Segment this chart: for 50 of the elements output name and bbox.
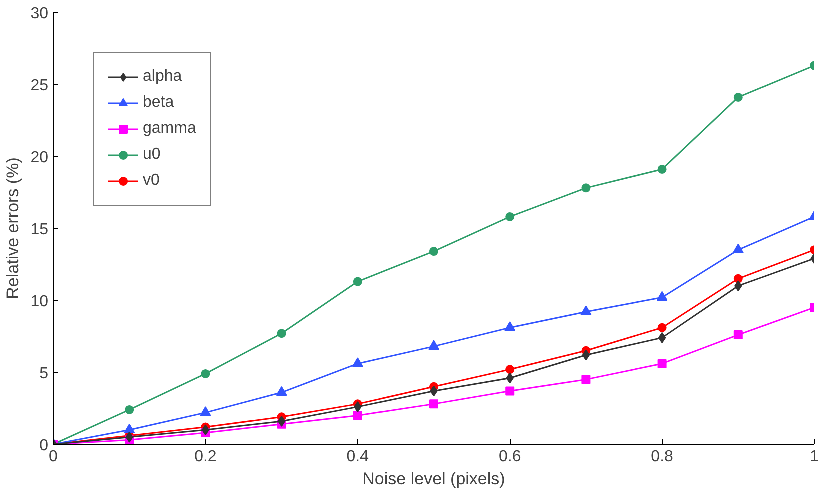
point	[276, 386, 288, 396]
point	[582, 375, 591, 384]
point	[580, 306, 592, 316]
y-tick-label: 5	[40, 366, 49, 382]
y-tick-label: 30	[30, 6, 49, 22]
point	[506, 212, 515, 222]
point	[201, 369, 210, 378]
x-axis-title: Noise level (pixels)	[362, 470, 506, 488]
point	[277, 329, 286, 338]
legend-label: alpha	[143, 68, 182, 86]
point	[504, 322, 516, 332]
legend-label: u0	[143, 146, 162, 164]
legend-label: v0	[143, 172, 161, 190]
x-tick-label: 0.8	[651, 448, 674, 466]
point	[734, 92, 743, 102]
point	[506, 365, 515, 374]
point	[125, 405, 134, 414]
y-tick-label: 20	[30, 150, 49, 166]
point	[353, 277, 362, 286]
point	[658, 323, 667, 332]
point	[428, 340, 440, 350]
point	[352, 358, 364, 368]
point	[506, 386, 515, 396]
point	[430, 400, 438, 409]
y-tick-label: 10	[30, 294, 49, 310]
point	[658, 359, 667, 368]
point	[734, 330, 743, 340]
y-tick-label: 25	[30, 78, 49, 94]
point	[734, 274, 743, 284]
legend-label: gamma	[143, 120, 196, 138]
y-tick-label: 15	[30, 222, 49, 238]
point	[582, 350, 590, 361]
x-tick-label: 0.6	[498, 448, 522, 466]
point	[582, 184, 591, 193]
x-tick-label: 0.4	[346, 448, 370, 466]
x-tick-label: 1	[810, 448, 820, 466]
y-axis-title: Relative errors (%)	[4, 158, 23, 300]
point	[658, 164, 667, 174]
point	[124, 424, 136, 434]
point	[656, 291, 668, 302]
point	[732, 244, 744, 254]
point	[278, 416, 286, 427]
point	[202, 424, 210, 436]
x-tick-label: 0.2	[194, 448, 217, 466]
point	[200, 406, 212, 416]
y-tick-label: 0	[40, 438, 49, 454]
point	[658, 332, 666, 344]
point	[430, 247, 438, 256]
legend-label: beta	[143, 94, 174, 112]
point	[353, 411, 362, 420]
